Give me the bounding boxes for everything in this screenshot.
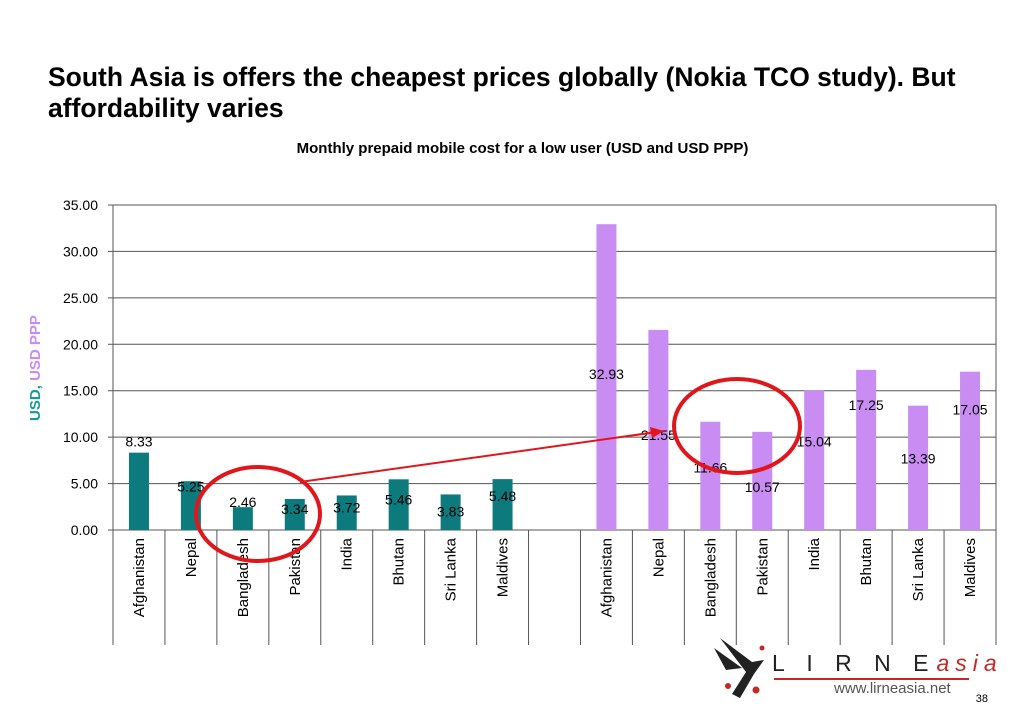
bar: [596, 224, 617, 530]
data-label: 17.05: [953, 402, 988, 418]
data-label: 13.39: [901, 451, 936, 467]
lirneasia-mark-icon: [714, 638, 765, 698]
y-tick-label: 25.00: [63, 290, 98, 306]
page-number: 38: [975, 693, 988, 705]
y-tick-label: 0.00: [71, 522, 98, 538]
category-label: Bhutan: [391, 538, 408, 586]
category-label: Pakistan: [754, 538, 771, 596]
category-label: Maldives: [962, 538, 979, 597]
logo-text: L I R N Easia: [772, 650, 1003, 676]
data-label: 15.04: [797, 433, 832, 449]
y-tick-label: 5.00: [71, 476, 98, 492]
y-tick-label: 15.00: [63, 383, 98, 399]
bar: [336, 495, 357, 530]
data-label: 3.83: [437, 503, 464, 519]
logo-underline: [774, 678, 969, 680]
bar: [856, 369, 877, 530]
y-tick-label: 20.00: [63, 336, 98, 352]
category-label: Sri Lanka: [910, 537, 927, 601]
bar: [492, 479, 513, 530]
logo-url: www.lirneasia.net: [834, 680, 951, 697]
data-label: 3.34: [281, 501, 308, 517]
category-label: Afghanistan: [131, 538, 148, 617]
highlight-ellipse-ppp: [672, 377, 802, 475]
annotation-arrow: [299, 430, 665, 483]
y-axis-label: USD, USD PPP: [27, 315, 44, 421]
bar: [440, 494, 461, 530]
bar: [960, 371, 981, 530]
data-label: 10.57: [745, 479, 780, 495]
category-label: Bangladesh: [235, 538, 252, 617]
y-axis-label-part: USD: [27, 389, 44, 421]
arrowhead-icon: [650, 427, 664, 438]
bar: [804, 390, 825, 530]
y-axis-label-part: USD PPP: [27, 315, 44, 381]
data-label: 5.46: [385, 491, 412, 507]
bar: [908, 405, 929, 530]
data-label: 32.93: [589, 366, 624, 382]
chart-title: Monthly prepaid mobile cost for a low us…: [296, 140, 749, 157]
highlight-ellipse-usd: [194, 465, 322, 563]
data-label: 3.72: [333, 499, 360, 515]
category-label: Nepal: [650, 538, 667, 577]
data-label: 8.33: [125, 434, 152, 450]
data-label: 17.25: [849, 397, 884, 413]
category-label: Afghanistan: [598, 538, 615, 617]
bar: [128, 452, 149, 530]
category-label: Bangladesh: [702, 538, 719, 617]
category-label: India: [806, 537, 823, 570]
y-tick-label: 35.00: [63, 197, 98, 213]
category-label: Sri Lanka: [443, 537, 460, 601]
bar: [700, 421, 721, 530]
bar: [388, 479, 409, 530]
slide-title: South Asia is offers the cheapest prices…: [48, 62, 956, 123]
bar: [232, 507, 253, 530]
data-label: 21.55: [641, 427, 676, 443]
y-tick-label: 10.00: [63, 429, 98, 445]
y-tick-label: 30.00: [63, 243, 98, 259]
bar: [284, 498, 305, 530]
category-label: Bhutan: [858, 538, 875, 586]
category-label: India: [339, 537, 356, 570]
bar: [752, 431, 773, 530]
data-label: 5.48: [489, 488, 516, 504]
lirneasia-logo: L I R N Easia www.lirneasia.net: [712, 632, 997, 702]
category-label: Maldives: [495, 538, 512, 597]
data-label: 5.25: [177, 478, 204, 494]
category-label: Nepal: [183, 538, 200, 577]
data-label: 2.46: [229, 494, 256, 510]
y-axis-label-part: ,: [27, 381, 44, 389]
